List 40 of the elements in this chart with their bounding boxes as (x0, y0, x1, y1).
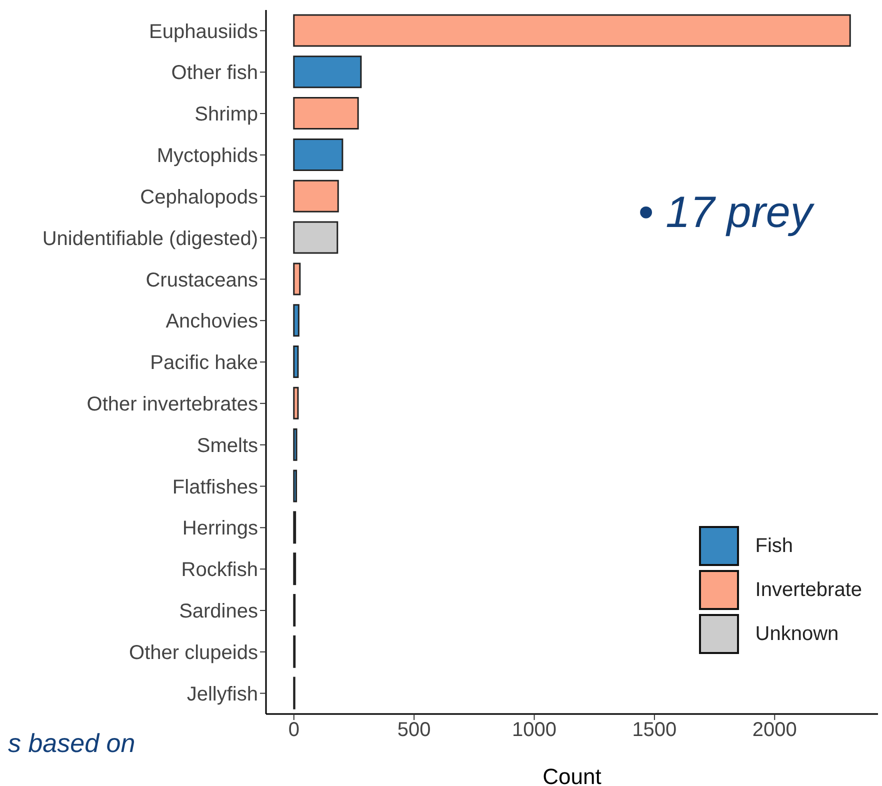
legend-label: Fish (755, 534, 794, 558)
y-tick-label: Rockfish (181, 559, 258, 582)
y-tick-label: Pacific hake (150, 352, 258, 374)
bar (293, 262, 301, 296)
y-tick-label: Herrings (182, 518, 258, 540)
bar (293, 428, 298, 461)
bar (293, 470, 298, 502)
bar (293, 14, 851, 47)
y-tick-label: Myctophids (156, 145, 258, 168)
x-tick-label: 0 (288, 719, 300, 742)
y-tick-label: Euphausiids (149, 20, 258, 43)
bar (293, 346, 299, 378)
x-tick-label: 2000 (752, 719, 797, 742)
y-tick-label: Jellyfish (186, 683, 258, 706)
legend-label: Invertebrate (755, 578, 862, 602)
y-tick-label: Other fish (171, 62, 258, 84)
y-tick-label: Smelts (196, 434, 258, 457)
x-tick-label: 1500 (632, 719, 677, 742)
x-tick-label: 1000 (512, 719, 557, 742)
bar (293, 56, 362, 88)
bar (293, 180, 339, 212)
bar (293, 221, 338, 254)
y-tick-label: Anchovies (166, 310, 258, 333)
y-tick-label: Unidentifiable (digested) (42, 228, 258, 250)
bar (293, 386, 299, 420)
y-tick-label: Other clupeids (129, 642, 258, 664)
x-tick-label: 500 (397, 719, 431, 742)
annotation: • 17 prey (638, 188, 812, 238)
y-tick-label: Shrimp (194, 104, 258, 126)
bar (293, 304, 300, 337)
y-tick-label: Sardines (179, 600, 258, 623)
bar (293, 97, 359, 130)
y-tick-label: Other invertebrates (86, 394, 258, 416)
y-tick-label: Cephalopods (140, 186, 258, 208)
x-axis-title: Count (542, 764, 602, 786)
y-tick-label: Flatfishes (172, 476, 258, 498)
y-tick-label: Crustaceans (146, 269, 258, 292)
text: s based on (8, 728, 136, 759)
bar (293, 138, 344, 171)
legend-label: Unknown (755, 622, 839, 646)
